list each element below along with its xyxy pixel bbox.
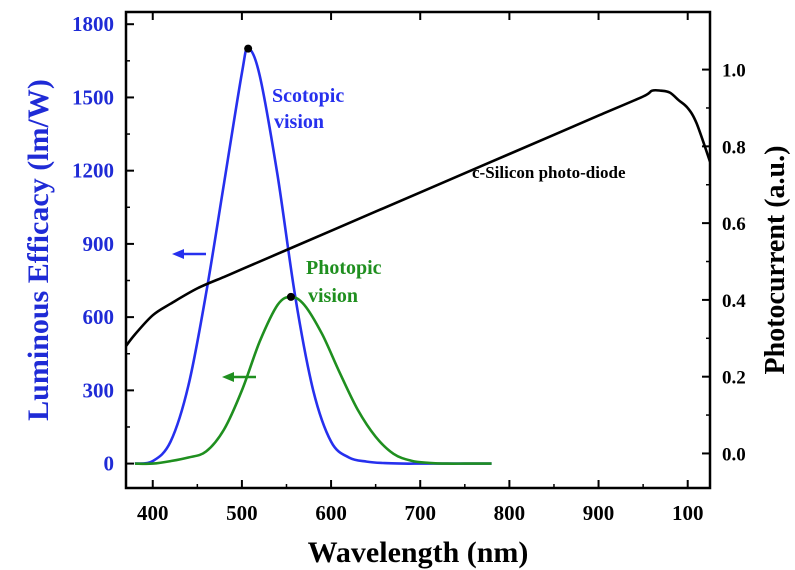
silicon-curve [126, 88, 710, 347]
y-left-tick-label: 900 [83, 232, 115, 256]
y-left-tick-label: 1500 [72, 85, 114, 109]
x-tick-label: 100 [672, 501, 704, 525]
y-left-axis-title: Luminous Efficacy (lm/W) [22, 79, 55, 421]
plot-frame [124, 10, 712, 490]
x-tick-label: 600 [315, 501, 347, 525]
silicon-label: c-Silicon photo-diode [472, 163, 626, 182]
scotopic-arrow-head [172, 249, 184, 259]
scotopic-peak-marker [244, 44, 253, 53]
x-tick-label: 800 [494, 501, 526, 525]
photopic-curve [134, 295, 492, 466]
y-left-tick-label: 600 [83, 305, 115, 329]
y-right-tick-label: 0.8 [722, 137, 746, 158]
scotopic-label-line1: Scotopic [272, 85, 344, 107]
x-axis-title: Wavelength (nm) [308, 536, 529, 569]
x-tick-label: 900 [583, 501, 615, 525]
x-tick-label: 500 [226, 501, 258, 525]
y-left-tick-label: 1800 [72, 12, 114, 36]
y-right-tick-label: 0.6 [722, 214, 746, 235]
x-tick-label: 400 [137, 501, 169, 525]
y-right-tick-label: 1.0 [722, 61, 746, 82]
y-right-tick-label: 0.0 [722, 444, 746, 465]
photopic-peak-marker [286, 292, 295, 301]
y-right-tick-label: 0.4 [722, 291, 746, 312]
y-left-tick-label: 300 [83, 378, 115, 402]
y-right-axis-title: Photocurrent (a.u.) [760, 146, 791, 375]
photopic-label-line1: Photopic [306, 257, 382, 279]
photopic-label-line2: vision [308, 285, 358, 307]
y-right-tick-label: 0.2 [722, 368, 746, 389]
y-left-tick-label: 0 [104, 452, 115, 476]
scotopic-label-line2: vision [274, 111, 324, 133]
photopic-arrow-head [222, 372, 234, 382]
y-left-tick-label: 1200 [72, 159, 114, 183]
x-tick-label: 700 [404, 501, 436, 525]
